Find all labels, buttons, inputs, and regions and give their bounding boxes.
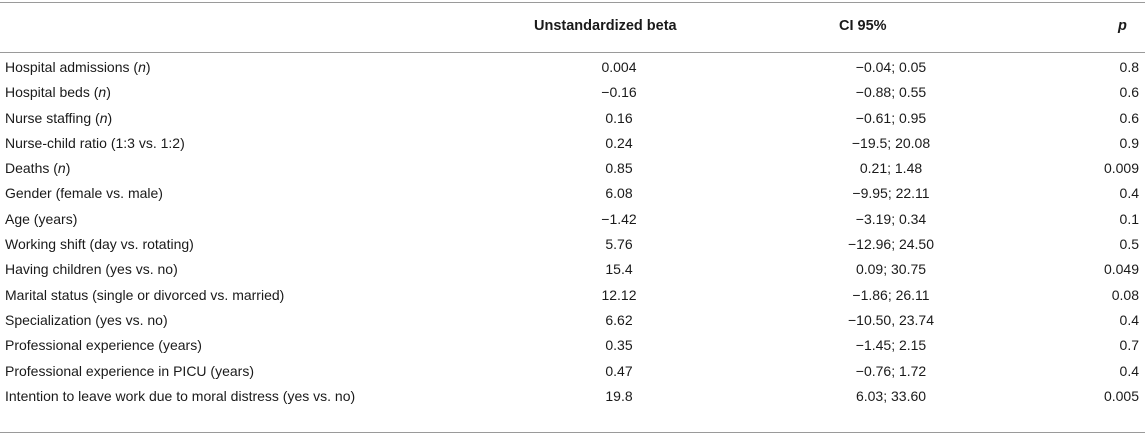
table-row: Marital status (single or divorced vs. m… [0, 283, 1145, 308]
variable-label: Marital status (single or divorced vs. m… [5, 286, 285, 303]
variable-unit: n [57, 160, 66, 177]
beta-cell: 19.8 [605, 387, 633, 404]
p-value-cell: 0.4 [1119, 311, 1139, 328]
variable-label: Nurse staffing [5, 109, 92, 126]
table-body: Hospital admissions (n) 0.004 −0.04; 0.05 0… [0, 55, 1145, 409]
p-value-cell: 0.8 [1119, 59, 1139, 75]
variable-cell: Gender (female vs. male) [5, 181, 163, 206]
table-top-rule [0, 2, 1145, 3]
table-row: Specialization (yes vs. no) 6.62 −10.50, 2… [0, 308, 1145, 333]
p-value-cell: 0.7 [1119, 337, 1139, 354]
ci-cell: −10.50, 23.74 [847, 311, 935, 328]
header-p-value: p [1118, 18, 1127, 34]
ci-cell: −0.61; 0.95 [855, 109, 927, 126]
beta-cell: 5.76 [605, 236, 633, 253]
beta-cell: 12.12 [601, 286, 637, 303]
variable-label: Hospital beds [5, 84, 90, 101]
variable-cell: Deaths (n) [5, 160, 71, 177]
beta-cell: 0.35 [605, 337, 633, 354]
table-header-row: Unstandardized beta CI 95% p [0, 2, 1145, 52]
p-value-cell: 0.08 [1111, 286, 1139, 303]
variable-cell: Professional experience in PICU (years) [5, 359, 254, 384]
p-value-cell: 0.009 [1103, 160, 1139, 177]
variable-label: Professional experience (years) [5, 337, 202, 354]
variable-cell: Marital status (single or divorced vs. m… [5, 283, 284, 308]
variable-cell: Nurse-child ratio (1:3 vs. 1:2) [5, 131, 185, 156]
variable-label: Specialization (yes vs. no) [5, 311, 168, 328]
table-row: Nurse-child ratio (1:3 vs. 1:2) 0.24 −19.5… [0, 131, 1145, 156]
variable-label: Having children (yes vs. no) [5, 261, 178, 278]
variable-label: Hospital admissions [5, 59, 130, 75]
variable-unit: n [98, 84, 107, 101]
variable-label: Intention to leave work due to moral dis… [5, 387, 356, 404]
beta-cell: 0.85 [605, 160, 633, 177]
ci-cell: 0.09; 30.75 [855, 261, 927, 278]
ci-cell: −3.19; 0.34 [855, 210, 927, 227]
beta-cell: −0.16 [601, 84, 637, 101]
variable-cell: Hospital beds (n) [5, 84, 111, 101]
table-row: Working shift (day vs. rotating) 5.76 −12.… [0, 232, 1145, 257]
variable-cell: Having children (yes vs. no) [5, 257, 178, 282]
p-value-cell: 0.9 [1119, 134, 1139, 151]
p-value-cell: 0.005 [1103, 387, 1139, 404]
variable-cell: Specialization (yes vs. no) [5, 308, 168, 333]
p-value-cell: 0.1 [1119, 210, 1139, 227]
beta-cell: −1.42 [601, 210, 637, 227]
variable-label: Deaths [5, 160, 50, 177]
p-value-cell: 0.6 [1119, 109, 1139, 126]
variable-label: Working shift (day vs. rotating) [5, 236, 194, 253]
variable-label: Professional experience in PICU (years) [5, 362, 254, 379]
variable-label: Age (years) [5, 210, 78, 227]
beta-cell: 15.4 [605, 261, 633, 278]
beta-cell: 6.08 [605, 185, 633, 202]
ci-cell: −1.45; 2.15 [855, 337, 927, 354]
table-row: Hospital beds (n) −0.16 −0.88; 0.55 0.6 [0, 80, 1145, 105]
table-header-rule [0, 52, 1145, 53]
ci-cell: −9.95; 22.11 [852, 185, 930, 202]
table-bottom-rule [0, 432, 1145, 433]
variable-label: Nurse-child ratio (1:3 vs. 1:2) [5, 134, 185, 151]
ci-cell: −12.96; 24.50 [847, 236, 935, 253]
variable-cell: Professional experience (years) [5, 333, 202, 358]
p-value-cell: 0.049 [1103, 261, 1139, 278]
ci-cell: −0.04; 0.05 [855, 59, 927, 75]
table-row: Having children (yes vs. no) 15.4 0.09; 30… [0, 257, 1145, 282]
ci-cell: −0.88; 0.55 [855, 84, 927, 101]
ci-cell: −1.86; 26.11 [852, 286, 930, 303]
table-row: Nurse staffing (n) 0.16 −0.61; 0.95 0.6 [0, 106, 1145, 131]
beta-cell: 0.47 [605, 362, 633, 379]
ci-cell: −0.76; 1.72 [855, 362, 927, 379]
table-row: Gender (female vs. male) 6.08 −9.95; 22.11… [0, 181, 1145, 206]
ci-cell: 0.21; 1.48 [859, 160, 923, 177]
variable-cell: Intention to leave work due to moral dis… [5, 384, 355, 409]
variable-cell: Hospital admissions (n) [5, 59, 151, 75]
header-unstandardized-beta: Unstandardized beta [534, 18, 677, 34]
p-value-cell: 0.4 [1119, 185, 1139, 202]
variable-cell: Working shift (day vs. rotating) [5, 232, 194, 257]
table-row: Deaths (n) 0.85 0.21; 1.48 0.009 [0, 156, 1145, 181]
variable-unit: n [99, 109, 108, 126]
table-row: Intention to leave work due to moral dis… [0, 384, 1145, 409]
ci-cell: −19.5; 20.08 [851, 134, 931, 151]
beta-cell: 0.16 [605, 109, 633, 126]
table-row: Professional experience in PICU (years) 0… [0, 359, 1145, 384]
variable-cell: Nurse staffing (n) [5, 109, 113, 126]
variable-cell: Age (years) [5, 207, 77, 232]
p-value-cell: 0.4 [1119, 362, 1139, 379]
ci-cell: 6.03; 33.60 [855, 387, 927, 404]
p-value-cell: 0.6 [1119, 84, 1139, 101]
variable-label: Gender (female vs. male) [5, 185, 163, 202]
table-row: Age (years) −1.42 −3.19; 0.34 0.1 [0, 207, 1145, 232]
beta-cell: 0.24 [605, 134, 633, 151]
table-row: Professional experience (years) 0.35 −1.45… [0, 333, 1145, 358]
variable-unit: n [138, 59, 146, 75]
beta-cell: 0.004 [601, 59, 637, 75]
beta-cell: 6.62 [605, 311, 633, 328]
p-value-cell: 0.5 [1119, 236, 1139, 253]
table-row: Hospital admissions (n) 0.004 −0.04; 0.05 0… [0, 55, 1145, 80]
header-ci-95: CI 95% [839, 18, 887, 34]
